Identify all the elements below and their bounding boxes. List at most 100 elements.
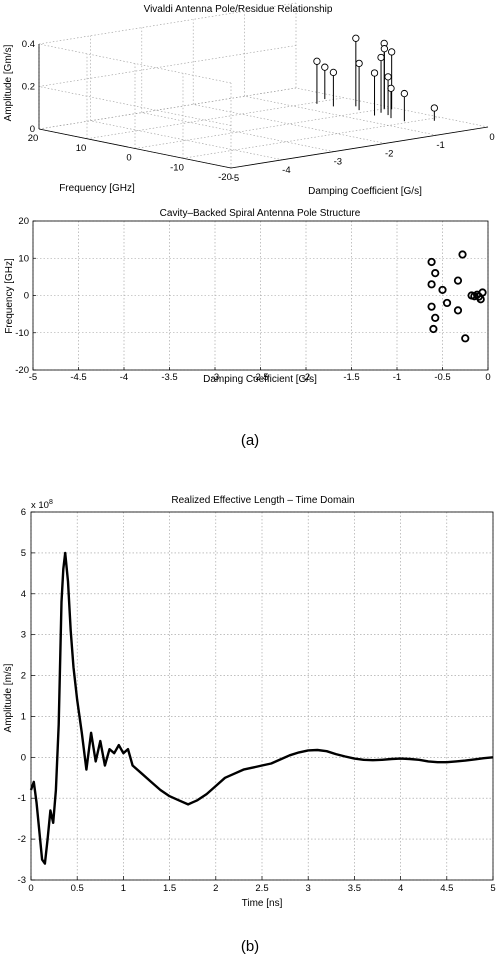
stem-marker: [387, 84, 395, 93]
stem-marker: [355, 59, 363, 68]
pole-marker: [476, 295, 485, 304]
y-axis-line: [38, 128, 232, 169]
grid-line: [182, 116, 441, 159]
x-tick-label: 1: [121, 883, 126, 894]
x-tick-label: -3: [334, 157, 342, 168]
x-axis-label: Time [ns]: [242, 898, 283, 909]
stem-marker: [313, 57, 321, 65]
grid-line: [86, 97, 345, 140]
pole-marker: [427, 257, 436, 267]
x-tick-label: 2: [213, 883, 218, 894]
caption-b: (b): [241, 938, 259, 955]
z-tick-label: 0.4: [22, 39, 35, 50]
y-axis-label: Amplitude [m/s]: [3, 663, 14, 732]
grid-line: [38, 87, 297, 130]
stem-marker: [400, 89, 409, 98]
grid-line: [38, 2, 297, 45]
pole-marker: [442, 298, 452, 308]
y-tick-label: -1: [18, 793, 26, 804]
pole-marker: [427, 302, 436, 311]
grid-line: [193, 104, 386, 144]
grid-line: [38, 45, 297, 87]
spiral-pole-scatter-chart: Cavity–Backed Spiral Antenna Pole Struct…: [4, 208, 491, 385]
x-tick-label: -1: [436, 140, 444, 151]
y-tick-label: 3: [21, 630, 26, 641]
y-tick-label: 4: [21, 589, 26, 600]
x-tick-label: 1.5: [163, 883, 176, 894]
x-tick-label: -4.5: [70, 372, 86, 383]
y-tick-label: 0: [126, 153, 131, 164]
grid: [32, 220, 489, 371]
x-tick-label: -0.5: [434, 372, 450, 383]
x-axis-label: Damping Coefficient [G/s]: [203, 374, 317, 385]
x-tick-label: -5: [29, 372, 37, 383]
y-tick-label: 0: [24, 291, 29, 302]
x-tick-label: 0.5: [71, 883, 84, 894]
stem-marker: [321, 63, 329, 71]
x-tick-label: -1: [393, 372, 401, 383]
pole-marker: [438, 285, 447, 295]
grid-3d: [38, 2, 489, 169]
grid-line: [38, 43, 232, 84]
y-axis-label: Frequency [GHz]: [59, 183, 135, 194]
stem-marker: [329, 68, 338, 77]
stem-marker: [377, 53, 385, 62]
z-tick-label: 0.2: [22, 82, 35, 93]
pole-marker: [429, 324, 438, 334]
x-tick-label: -2: [302, 372, 310, 383]
pole-marker: [458, 250, 467, 259]
y-tick-label: 10: [76, 143, 87, 154]
stem-marker: [370, 69, 379, 77]
y-tick-label: -10: [170, 162, 184, 173]
pole-marker: [470, 292, 479, 301]
grid-line: [244, 95, 437, 136]
x-tick-label: 4.5: [440, 883, 453, 894]
chart-title: Realized Effective Length – Time Domain: [171, 495, 354, 506]
x-tick-label: -2.5: [252, 372, 268, 383]
x-tick-label: 0: [485, 372, 490, 383]
y-tick-label: 20: [28, 133, 39, 144]
x-tick-label: -4: [282, 165, 290, 176]
y-tick-label: 1: [21, 711, 26, 722]
pole-marker: [431, 313, 440, 322]
y-tick-label: 20: [18, 216, 29, 227]
caption-a: (a): [241, 432, 259, 449]
x-tick-label: 3.5: [348, 883, 361, 894]
y-tick-label: -20: [218, 172, 232, 183]
stem-marker: [352, 34, 360, 42]
x-tick-label: 4: [398, 883, 403, 894]
y-tick-label: -3: [18, 875, 26, 886]
pole-marker: [431, 269, 440, 278]
exponent-label: x 108: [31, 499, 53, 511]
stem-marker: [388, 48, 396, 56]
x-tick-label: -1.5: [343, 372, 359, 383]
x-tick-label: -5: [231, 173, 239, 184]
x-tick-label: -3.5: [161, 372, 177, 383]
z-axis-label: Amplitude [Gm/s]: [3, 44, 14, 121]
y-tick-label: -10: [15, 328, 29, 339]
x-tick-label: 5: [490, 883, 495, 894]
z-tick-label: 0: [30, 124, 35, 135]
time-domain-line-chart: Realized Effective Length – Time Domain …: [3, 495, 496, 909]
grid-line: [295, 87, 489, 128]
x-tick-label: 3: [306, 883, 311, 894]
pole-marker: [427, 280, 436, 289]
y-tick-label: 5: [21, 548, 26, 559]
stem-marker: [384, 73, 392, 81]
y-tick-label: 10: [18, 253, 29, 264]
y-tick-label: -2: [18, 834, 26, 845]
x-axis-label: Damping Coefficient [G/s]: [308, 186, 422, 197]
pole-residue-3d-chart: Vivaldi Antenna Pole/Residue Relationshi…: [3, 2, 495, 197]
pole-marker: [461, 334, 470, 343]
chart-title: Vivaldi Antenna Pole/Residue Relationshi…: [144, 4, 333, 15]
y-tick-label: 0: [21, 752, 26, 763]
grid-line: [38, 86, 232, 126]
stem-marker: [380, 45, 389, 53]
x-tick-label: 2.5: [255, 883, 268, 894]
x-axis-line: [230, 126, 489, 169]
x-tick-label: -2: [385, 148, 393, 159]
x-tick-label: 0: [489, 132, 494, 143]
pole-marker: [453, 306, 463, 315]
stem-marker: [430, 104, 438, 112]
